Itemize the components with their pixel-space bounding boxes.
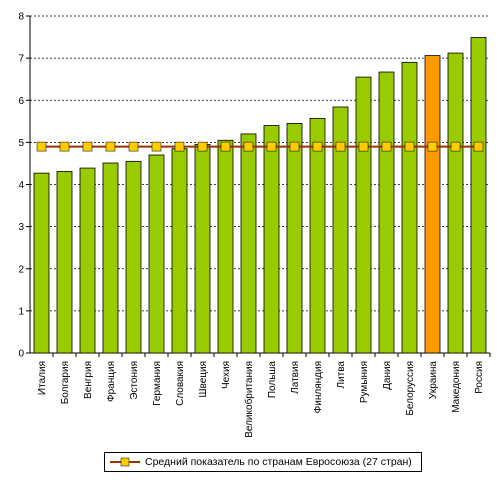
bar [401,61,418,354]
reference-marker [381,141,392,152]
reference-marker [151,141,162,152]
reference-marker [289,141,300,152]
y-tick-label: 8 [18,12,24,23]
bar [171,148,188,354]
reference-marker [105,141,116,152]
x-tick-label: Болгария [60,361,71,404]
reference-marker [197,141,208,152]
x-tick-label: Белоруссия [405,361,416,416]
bar [125,160,142,354]
reference-marker [358,141,369,152]
x-tick-label: Великобритания [243,361,255,438]
y-tick-label: 4 [18,180,24,191]
x-tick-label: Польша [267,361,278,399]
bar [148,154,165,354]
reference-marker [220,141,231,152]
x-tick-label: Македония [451,361,462,413]
y-tick-label: 7 [18,54,24,65]
legend: Средний показатель по странам Евросоюза … [104,452,422,472]
x-tick-label: Венгрия [83,361,94,399]
reference-marker [243,141,254,152]
y-tick-label: 2 [18,264,24,275]
x-tick-label: Германия [152,361,163,406]
bar [286,123,303,354]
x-tick-label: Финляндия [313,361,324,413]
bar [79,167,96,354]
x-tick-label: Эстония [129,361,140,400]
x-tick-label: Румыния [359,361,370,403]
y-tick-label: 0 [18,349,24,360]
x-tick-label: Дания [382,361,393,390]
reference-marker [335,141,346,152]
bar [56,171,73,354]
y-tick-label: 3 [18,222,24,233]
reference-marker [266,141,277,152]
reference-marker [473,141,484,152]
reference-marker [312,141,323,152]
bar [102,162,119,354]
reference-marker [404,141,415,152]
reference-marker [174,141,185,152]
x-tick-label: Франция [106,361,117,402]
x-tick-label: Словакия [175,361,186,406]
legend-label: Средний показатель по странам Евросоюза … [145,456,412,468]
bar [263,125,280,354]
x-tick-label: Италия [37,361,48,395]
reference-marker [59,141,70,152]
bar [33,172,50,354]
bar [424,55,441,354]
bar [217,139,234,354]
x-tick-label: Литва [336,361,347,389]
x-tick-label: Чехия [221,361,232,389]
x-tick-label: Латвия [290,361,301,394]
bar [447,52,464,354]
bar [378,71,395,354]
bar [194,144,211,354]
reference-marker [36,141,47,152]
y-tick-label: 1 [18,306,24,317]
x-tick-label: Швеция [198,361,209,398]
y-tick-label: 6 [18,96,24,107]
bar [332,106,349,354]
bar [240,133,257,354]
reference-marker [450,141,461,152]
bar [470,37,487,354]
reference-marker [128,141,139,152]
bar [355,76,372,354]
bar [309,117,326,354]
y-tick-label: 5 [18,138,24,149]
legend-swatch-icon [110,457,140,467]
x-tick-label: Россия [474,361,485,394]
reference-marker [82,141,93,152]
reference-marker [427,141,438,152]
x-tick-label: Украина [428,361,439,400]
